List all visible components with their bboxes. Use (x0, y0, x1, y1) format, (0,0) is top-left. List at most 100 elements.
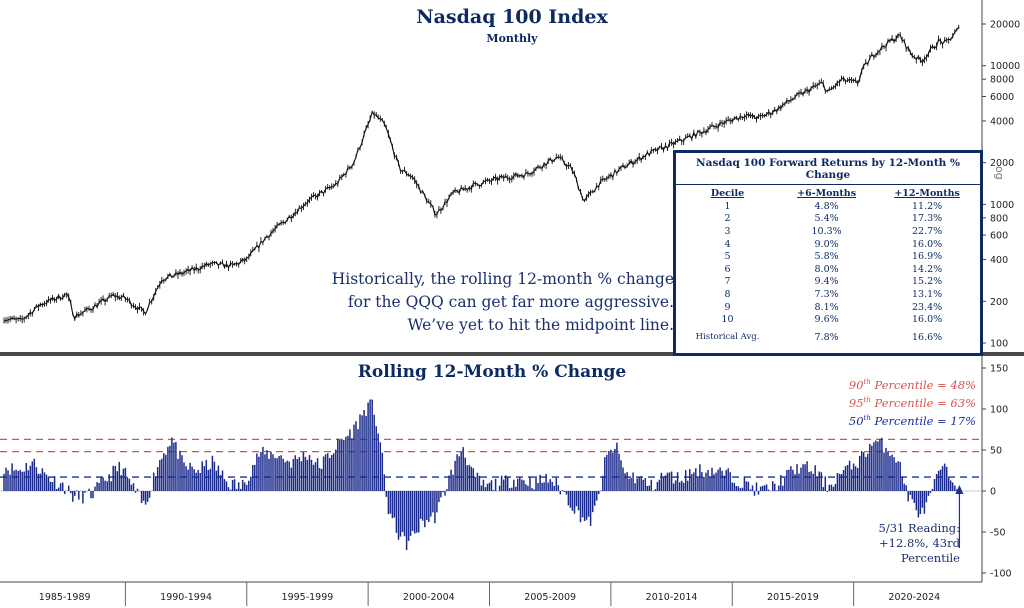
return-12m-cell: 15.2% (911, 276, 943, 288)
table-header-row: Decile +6-Months +12-Months (676, 187, 980, 200)
percentile-label: 90th Percentile = 48% (849, 378, 976, 392)
return-12m-cell: 11.2% (911, 200, 943, 212)
return-6m-cell: 9.4% (814, 276, 839, 288)
annotation-note: Historically, the rolling 12-month % cha… (332, 268, 674, 337)
percentile-text: Percentile = 63% (870, 396, 976, 410)
percentile-number: 50 (848, 414, 864, 428)
reading-value: +12.8%, 43rd Percentile (879, 536, 960, 565)
header-6m: +6-Months (797, 188, 857, 199)
decile-cell: 8 (724, 288, 731, 300)
table-title: Nasdaq 100 Forward Returns by 12-Month %… (676, 153, 980, 185)
return-6m-cell: 9.0% (814, 238, 839, 250)
percentile-label: 95th Percentile = 63% (849, 396, 976, 410)
panel-divider-bar (0, 352, 1024, 356)
change-tick-label: 0 (990, 487, 996, 498)
main-chart-subtitle: Monthly (486, 32, 538, 45)
reading-callout: 5/31 Reading: +12.8%, 43rd Percentile (848, 521, 960, 566)
table-row: 4 9.0% 16.0% (676, 238, 980, 251)
return-6m-cell: 7.3% (814, 288, 839, 300)
x-tick-label: 1985-1989 (39, 592, 91, 603)
avg-12m-cell: 16.6% (911, 331, 943, 343)
percentile-suffix: th (863, 414, 871, 423)
change-tick-label: 100 (990, 405, 1008, 416)
return-12m-cell: 16.0% (911, 238, 943, 250)
reading-date: 5/31 Reading: (878, 521, 960, 535)
return-12m-cell: 17.3% (911, 213, 943, 225)
table-body: 1 4.8% 11.2% 2 5.4% 17.3% 3 10.3% 22.7% 4 9.0% 16.0… (676, 200, 980, 344)
table-row: 2 5.4% 17.3% (676, 213, 980, 226)
percentile-text: Percentile = 48% (870, 378, 976, 392)
x-tick-label: 2000-2004 (403, 592, 455, 603)
price-tick-label: 2000 (990, 158, 1014, 169)
return-12m-cell: 13.1% (911, 288, 943, 300)
return-6m-cell: 8.1% (814, 301, 839, 313)
decile-cell: 5 (724, 251, 731, 263)
price-tick-label: 200 (990, 297, 1008, 308)
x-tick-label: 2015-2019 (767, 592, 819, 603)
forward-returns-table: Nasdaq 100 Forward Returns by 12-Month %… (673, 150, 983, 356)
main-chart-title: Nasdaq 100 Index (416, 6, 608, 28)
avg-label-cell: Historical Avg. (695, 332, 760, 343)
note-line: Historically, the rolling 12-month % cha… (331, 270, 674, 288)
price-tick-label: 100 (990, 339, 1008, 350)
return-12m-cell: 22.7% (911, 225, 943, 237)
price-y-axis: 100 200 400 600 800 1000 2000 4000 6000 8000 10000… (981, 0, 1020, 352)
table-row: 3 10.3% 22.7% (676, 225, 980, 238)
return-12m-cell: 14.2% (911, 263, 943, 275)
decile-cell: 9 (724, 301, 731, 313)
avg-6m-cell: 7.8% (814, 331, 839, 343)
price-tick-label: 4000 (990, 116, 1014, 127)
return-12m-cell: 16.9% (911, 251, 943, 263)
return-6m-cell: 9.6% (814, 314, 839, 326)
percentile-suffix: th (863, 396, 871, 405)
return-12m-cell: 16.0% (911, 314, 943, 326)
price-tick-label: 20000 (990, 20, 1020, 31)
decile-cell: 4 (724, 238, 731, 250)
reading-arrow-head (955, 485, 964, 494)
log-scale-tag: og (993, 166, 1006, 180)
return-6m-cell: 4.8% (814, 200, 839, 212)
change-tick-label: -50 (990, 528, 1006, 539)
x-tick-label: 1990-1994 (160, 592, 212, 603)
return-6m-cell: 10.3% (811, 225, 842, 237)
change-tick-label: 150 (990, 364, 1008, 375)
decile-cell: 7 (724, 276, 731, 288)
return-6m-cell: 8.0% (814, 263, 839, 275)
price-tick-label: 800 (990, 213, 1008, 224)
table-row: 9 8.1% 23.4% (676, 301, 980, 314)
header-decile: Decile (710, 188, 745, 199)
decile-cell: 2 (724, 213, 731, 225)
table-row: 6 8.0% 14.2% (676, 263, 980, 276)
x-tick-label: 2010-2014 (646, 592, 698, 603)
price-tick-label: 1000 (990, 200, 1014, 211)
percentile-number: 90 (848, 378, 864, 392)
return-6m-cell: 5.8% (814, 251, 839, 263)
decile-cell: 10 (721, 314, 734, 326)
table-row: 1 4.8% 11.2% (676, 200, 980, 213)
table-avg-row: Historical Avg. 7.8% 16.6% (676, 326, 980, 344)
percentile-suffix: th (863, 378, 871, 387)
percentile-number: 95 (848, 396, 864, 410)
percentile-text: Percentile = 17% (870, 414, 976, 428)
table-row: 5 5.8% 16.9% (676, 250, 980, 263)
x-tick-label: 2020-2024 (888, 592, 940, 603)
change-bars-path (3, 399, 960, 551)
price-tick-label: 8000 (990, 75, 1014, 86)
price-tick-label: 400 (990, 255, 1008, 266)
decile-cell: 3 (724, 225, 731, 237)
decile-cell: 1 (724, 200, 731, 212)
percentile-label: 50th Percentile = 17% (849, 414, 976, 428)
note-line: for the QQQ can get far more aggressive. (347, 293, 674, 311)
change-tick-label: 50 (990, 446, 1002, 457)
sub-chart-title: Rolling 12-Month % Change (357, 362, 627, 382)
price-series (3, 24, 960, 324)
price-line (3, 26, 960, 322)
returns-grid: Decile +6-Months +12-Months 1 4.8% 11.2% 2 5… (676, 187, 980, 344)
x-tick-label: 2005-2009 (524, 592, 576, 603)
return-6m-cell: 5.4% (814, 213, 839, 225)
change-bars (3, 399, 964, 551)
table-row: 8 7.3% 13.1% (676, 288, 980, 301)
price-tick-label: 6000 (990, 92, 1014, 103)
x-axis: 1985-1989 1990-1994 1995-1999 2000-2004 2005… (0, 581, 982, 606)
